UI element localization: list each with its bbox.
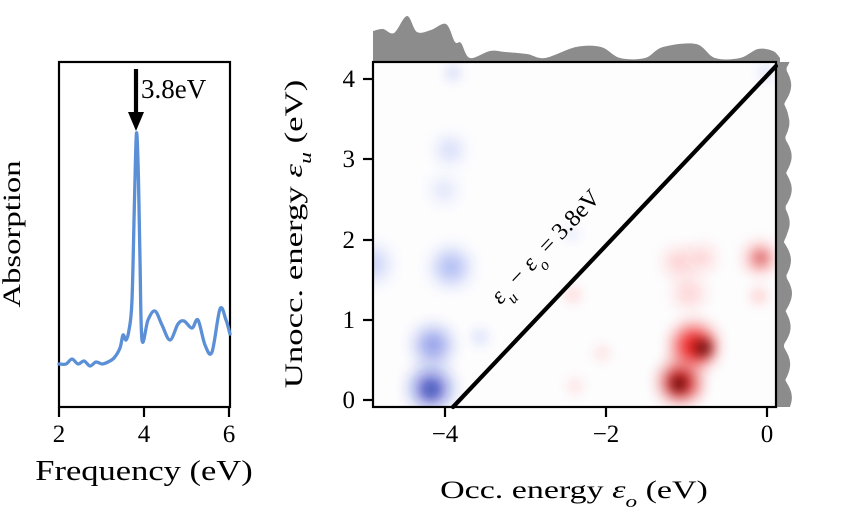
svg-text:2: 2 [53, 421, 66, 448]
svg-text:−2: −2 [593, 421, 620, 448]
svg-text:3.8eV: 3.8eV [141, 74, 207, 104]
svg-text:Absorption: Absorption [0, 160, 26, 308]
svg-text:−4: −4 [432, 421, 459, 448]
svg-text:0: 0 [761, 421, 774, 448]
svg-text:1: 1 [343, 307, 356, 334]
svg-text:3: 3 [343, 146, 356, 173]
svg-text:4: 4 [343, 66, 356, 93]
svg-text:2: 2 [343, 227, 356, 254]
svg-text:Frequency (eV): Frequency (eV) [35, 455, 252, 487]
svg-text:4: 4 [138, 421, 151, 448]
svg-text:Occ. energy εo (eV): Occ. energy εo (eV) [440, 476, 708, 511]
svg-text:6: 6 [223, 421, 236, 448]
svg-text:Unocc. energy εu (eV): Unocc. energy εu (eV) [280, 80, 316, 389]
svg-text:0: 0 [343, 387, 356, 414]
